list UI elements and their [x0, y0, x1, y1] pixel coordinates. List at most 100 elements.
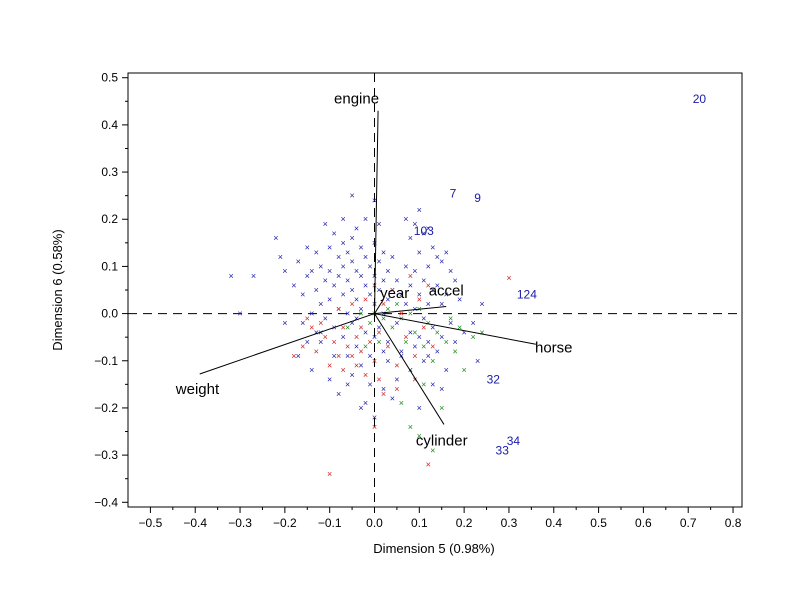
vector-label-weight: weight [175, 381, 220, 398]
data-point-green: × [408, 422, 413, 432]
data-point-blue: × [349, 285, 354, 295]
data-point-blue: × [314, 247, 319, 257]
x-tick-label: −0.3 [228, 516, 252, 530]
data-point-blue: × [363, 327, 368, 337]
data-point-blue: × [354, 294, 359, 304]
data-point-blue: × [372, 195, 377, 205]
data-point-green: × [461, 365, 466, 375]
data-point-red: × [385, 342, 390, 352]
data-point-red: × [340, 365, 345, 375]
data-point-blue: × [448, 266, 453, 276]
data-point-blue: × [372, 412, 377, 422]
data-point-blue: × [439, 332, 444, 342]
data-point-red: × [394, 384, 399, 394]
data-point-blue: × [444, 290, 449, 300]
vector-label-accel: accel [429, 283, 464, 300]
data-point-blue: × [385, 294, 390, 304]
vector-label-engine: engine [334, 91, 379, 108]
vector-label-cylinder: cylinder [416, 433, 468, 450]
data-point-blue: × [421, 313, 426, 323]
data-point-blue: × [363, 214, 368, 224]
data-point-blue: × [345, 276, 350, 286]
data-point-blue: × [367, 261, 372, 271]
data-point-blue: × [318, 261, 323, 271]
data-point-blue: × [376, 323, 381, 333]
data-point-blue: × [305, 243, 310, 253]
data-point-blue: × [439, 299, 444, 309]
data-point-blue: × [358, 360, 363, 370]
data-point-red: × [363, 294, 368, 304]
data-point-green: × [376, 337, 381, 347]
data-point-green: × [426, 318, 431, 328]
data-point-red: × [358, 323, 363, 333]
y-tick-label: −0.4 [94, 495, 118, 509]
data-point-red: × [309, 323, 314, 333]
data-point-blue: × [314, 327, 319, 337]
data-point-blue: × [426, 337, 431, 347]
data-point-blue: × [403, 261, 408, 271]
data-point-blue: × [372, 271, 377, 281]
data-point-blue: × [349, 318, 354, 328]
data-point-blue: × [412, 342, 417, 352]
data-point-red: × [358, 346, 363, 356]
data-point-red: × [291, 351, 296, 361]
data-point-red: × [399, 309, 404, 319]
data-point-blue: × [296, 257, 301, 267]
data-point-blue: × [435, 252, 440, 262]
data-point-blue: × [340, 261, 345, 271]
data-point-red: × [372, 422, 377, 432]
data-point-green: × [435, 327, 440, 337]
data-point-blue: × [309, 266, 314, 276]
y-tick-label: 0.1 [101, 259, 118, 273]
data-point-green: × [385, 304, 390, 314]
vector-weight [199, 313, 375, 375]
data-point-blue: × [323, 313, 328, 323]
data-point-blue: × [349, 370, 354, 380]
x-tick-label: 0.4 [545, 516, 562, 530]
data-point-red: × [300, 342, 305, 352]
data-point-red: × [336, 304, 341, 314]
x-tick-label: −0.4 [183, 516, 207, 530]
data-point-blue: × [340, 214, 345, 224]
data-point-blue: × [479, 299, 484, 309]
data-point-green: × [412, 327, 417, 337]
data-point-blue: × [314, 285, 319, 295]
data-point-blue: × [349, 233, 354, 243]
data-point-blue: × [354, 342, 359, 352]
data-point-green: × [345, 323, 350, 333]
data-point-blue: × [417, 205, 422, 215]
data-point-blue: × [430, 379, 435, 389]
data-point-blue: × [394, 276, 399, 286]
data-point-red: × [372, 280, 377, 290]
data-point-blue: × [367, 351, 372, 361]
data-point-blue: × [340, 290, 345, 300]
x-tick-label: 0.1 [411, 516, 428, 530]
y-tick-label: −0.3 [94, 448, 118, 462]
data-point-blue: × [228, 271, 233, 281]
data-point-blue: × [296, 351, 301, 361]
data-point-green: × [457, 323, 462, 333]
y-tick-label: 0.0 [101, 307, 118, 321]
y-tick-label: −0.2 [94, 401, 118, 415]
data-point-green: × [417, 431, 422, 441]
data-point-blue: × [426, 351, 431, 361]
data-point-blue: × [305, 271, 310, 281]
data-point-green: × [408, 309, 413, 319]
x-tick-label: 0.6 [635, 516, 652, 530]
data-point-blue: × [417, 332, 422, 342]
data-point-green: × [367, 318, 372, 328]
data-point-red: × [336, 351, 341, 361]
data-point-green: × [470, 332, 475, 342]
x-tick-label: −0.5 [139, 516, 163, 530]
data-point-blue: × [291, 280, 296, 290]
data-point-blue: × [408, 280, 413, 290]
x-tick-label: 0.5 [590, 516, 607, 530]
data-point-blue: × [430, 285, 435, 295]
data-point-blue: × [381, 276, 386, 286]
data-point-blue: × [354, 313, 359, 323]
x-tick-label: −0.2 [273, 516, 297, 530]
data-point-blue: × [318, 299, 323, 309]
vector-year [374, 299, 384, 314]
observation-label: 34 [507, 434, 521, 448]
